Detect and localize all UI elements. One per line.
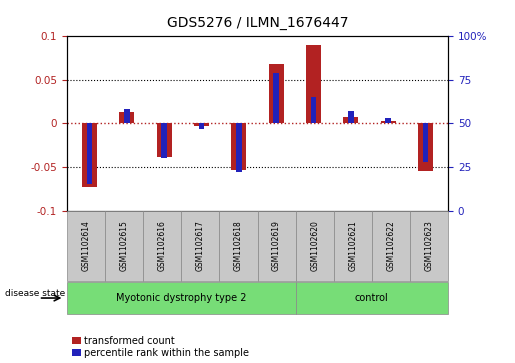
Bar [306, 45, 321, 123]
Bar [423, 123, 428, 162]
Text: GSM1102619: GSM1102619 [272, 220, 281, 272]
Bar [157, 123, 171, 156]
Text: GSM1102617: GSM1102617 [196, 220, 205, 272]
Bar [194, 123, 209, 126]
Legend: transformed count, percentile rank within the sample: transformed count, percentile rank withi… [72, 336, 249, 358]
Text: GSM1102616: GSM1102616 [158, 220, 167, 272]
Text: GSM1102620: GSM1102620 [310, 220, 319, 272]
Bar [269, 64, 284, 123]
Text: GSM1102623: GSM1102623 [424, 220, 434, 272]
Bar [236, 123, 242, 172]
Bar [231, 123, 246, 170]
Text: GDS5276 / ILMN_1676447: GDS5276 / ILMN_1676447 [167, 16, 348, 30]
Text: GSM1102622: GSM1102622 [386, 221, 396, 271]
Text: control: control [355, 293, 389, 303]
Bar [124, 110, 130, 123]
Bar [87, 123, 92, 184]
Text: GSM1102618: GSM1102618 [234, 221, 243, 271]
Text: GSM1102621: GSM1102621 [348, 221, 357, 271]
Text: GSM1102614: GSM1102614 [81, 220, 91, 272]
Bar [119, 112, 134, 123]
Text: disease state: disease state [5, 289, 65, 298]
Text: GSM1102615: GSM1102615 [119, 220, 129, 272]
Bar [344, 117, 358, 123]
Bar [199, 123, 204, 129]
Bar [311, 97, 316, 123]
Bar [82, 123, 97, 187]
Bar [385, 118, 391, 123]
Bar [273, 73, 279, 123]
Bar [348, 111, 354, 123]
Bar [418, 123, 433, 171]
Bar [161, 123, 167, 158]
Bar [381, 121, 396, 123]
Text: Myotonic dystrophy type 2: Myotonic dystrophy type 2 [116, 293, 247, 303]
